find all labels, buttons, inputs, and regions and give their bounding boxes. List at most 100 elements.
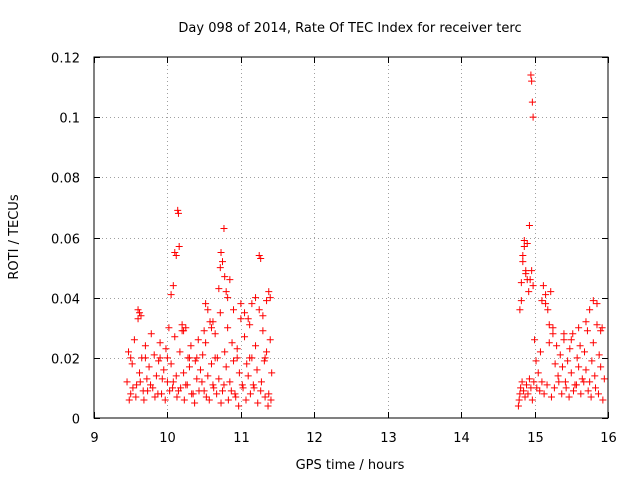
data-point — [547, 288, 555, 296]
data-point — [230, 306, 238, 314]
data-point — [167, 360, 175, 368]
data-point — [246, 354, 254, 362]
data-point — [536, 348, 544, 356]
data-point — [582, 318, 590, 326]
data-point — [221, 348, 229, 356]
data-point — [163, 354, 171, 362]
data-point — [231, 390, 239, 398]
data-point — [528, 77, 536, 85]
data-point — [232, 393, 240, 401]
data-point — [242, 396, 250, 404]
data-point — [543, 381, 551, 389]
data-point — [228, 339, 236, 347]
data-point — [162, 345, 170, 353]
data-point — [527, 384, 535, 392]
data-point — [163, 378, 171, 386]
data-point — [224, 294, 232, 302]
data-point — [143, 375, 151, 383]
y-tick-label: 0.04 — [51, 293, 80, 308]
data-point — [173, 393, 181, 401]
data-point — [254, 399, 262, 407]
data-point — [575, 324, 583, 332]
data-point — [136, 378, 144, 386]
data-point — [202, 393, 210, 401]
data-point — [554, 372, 562, 380]
data-point — [226, 378, 234, 386]
data-point — [185, 363, 193, 371]
data-point — [581, 348, 589, 356]
data-point — [127, 390, 135, 398]
data-point — [531, 336, 539, 344]
data-point — [260, 357, 268, 365]
data-point — [515, 396, 523, 404]
data-point — [209, 381, 217, 389]
data-point — [222, 363, 230, 371]
data-point — [196, 366, 204, 374]
data-point — [522, 381, 530, 389]
plot-frame — [93, 56, 609, 419]
data-point — [144, 387, 152, 395]
data-point — [154, 390, 162, 398]
data-point — [558, 363, 566, 371]
data-point — [226, 276, 234, 284]
data-point — [215, 285, 223, 293]
data-point — [194, 336, 202, 344]
data-point — [569, 387, 577, 395]
data-point — [600, 375, 608, 383]
data-point — [213, 390, 221, 398]
data-point — [147, 381, 155, 389]
data-point — [525, 375, 533, 383]
data-point — [216, 264, 224, 272]
data-point — [221, 273, 229, 281]
data-point — [595, 351, 603, 359]
y-tick-label: 0 — [72, 413, 80, 428]
data-point — [220, 381, 228, 389]
data-point — [134, 315, 142, 323]
data-point — [593, 300, 601, 308]
data-point — [233, 354, 241, 362]
data-point — [217, 399, 225, 407]
data-point — [217, 249, 225, 257]
data-point — [528, 98, 536, 106]
data-point — [591, 372, 599, 380]
data-point — [266, 336, 274, 344]
data-point — [183, 381, 191, 389]
data-point — [207, 360, 215, 368]
data-point — [249, 381, 257, 389]
data-point — [520, 387, 528, 395]
data-point — [257, 255, 265, 263]
data-point — [198, 378, 206, 386]
data-point — [525, 221, 533, 229]
data-point — [188, 390, 196, 398]
data-point — [561, 378, 569, 386]
data-point — [185, 354, 193, 362]
data-point — [592, 384, 600, 392]
data-point — [523, 276, 531, 284]
data-point — [567, 336, 575, 344]
data-point — [265, 390, 273, 398]
data-point — [211, 354, 219, 362]
data-point — [166, 387, 174, 395]
data-point — [165, 324, 173, 332]
data-point — [529, 282, 537, 290]
data-point — [539, 282, 547, 290]
data-point — [566, 345, 574, 353]
data-point — [514, 402, 522, 410]
data-point — [551, 360, 559, 368]
data-point — [239, 384, 247, 392]
data-point — [241, 309, 249, 317]
data-point — [156, 354, 164, 362]
data-point — [204, 306, 212, 314]
data-point — [174, 209, 182, 217]
data-point — [589, 297, 597, 305]
data-point — [522, 267, 530, 275]
data-point — [573, 354, 581, 362]
data-point — [544, 306, 552, 314]
x-tick-label: 15 — [527, 431, 544, 446]
data-point — [527, 71, 535, 79]
data-point — [209, 318, 217, 326]
data-point — [516, 306, 524, 314]
data-point — [141, 354, 149, 362]
data-point — [130, 336, 138, 344]
data-point — [550, 384, 558, 392]
